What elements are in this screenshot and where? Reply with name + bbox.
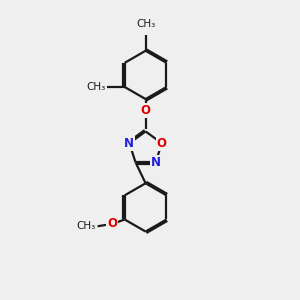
Text: CH₃: CH₃ bbox=[136, 19, 155, 29]
Text: CH₃: CH₃ bbox=[86, 82, 106, 92]
Text: O: O bbox=[141, 104, 151, 117]
Text: CH₃: CH₃ bbox=[77, 221, 96, 231]
Text: O: O bbox=[107, 218, 117, 230]
Text: N: N bbox=[124, 137, 134, 150]
Text: O: O bbox=[157, 137, 167, 150]
Text: N: N bbox=[151, 156, 160, 169]
